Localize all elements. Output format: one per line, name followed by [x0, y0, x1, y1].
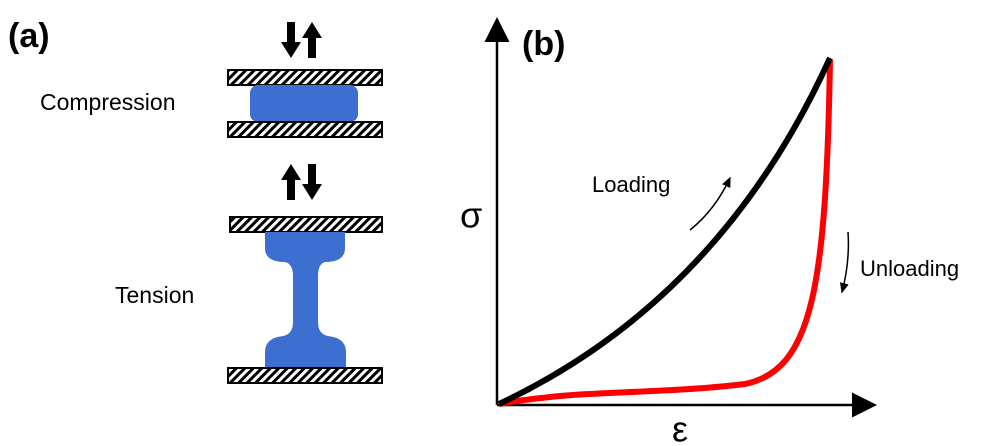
- loading-label: Loading: [592, 172, 670, 197]
- x-axis-label: ε: [672, 409, 688, 446]
- compression-label: Compression: [40, 89, 176, 115]
- plate: [228, 122, 382, 137]
- tension-arrows: [281, 164, 322, 200]
- plate: [228, 368, 382, 383]
- plate: [230, 217, 382, 232]
- loading-curve: [499, 58, 830, 404]
- compression-sample: [250, 85, 358, 122]
- figure: (a) Compression Tension (b) σ ε Loading …: [0, 0, 994, 446]
- unloading-arrow: [842, 232, 848, 292]
- compression-arrows: [281, 22, 322, 58]
- plate: [228, 70, 382, 85]
- y-axis-label: σ: [460, 195, 482, 236]
- loading-arrow: [690, 178, 730, 230]
- unloading-curve: [499, 60, 830, 404]
- tension-label: Tension: [115, 282, 194, 308]
- tension-sample: [265, 232, 346, 368]
- panel-label: (b): [522, 25, 565, 63]
- panel-label: (a): [8, 17, 50, 55]
- unloading-label: Unloading: [860, 256, 959, 281]
